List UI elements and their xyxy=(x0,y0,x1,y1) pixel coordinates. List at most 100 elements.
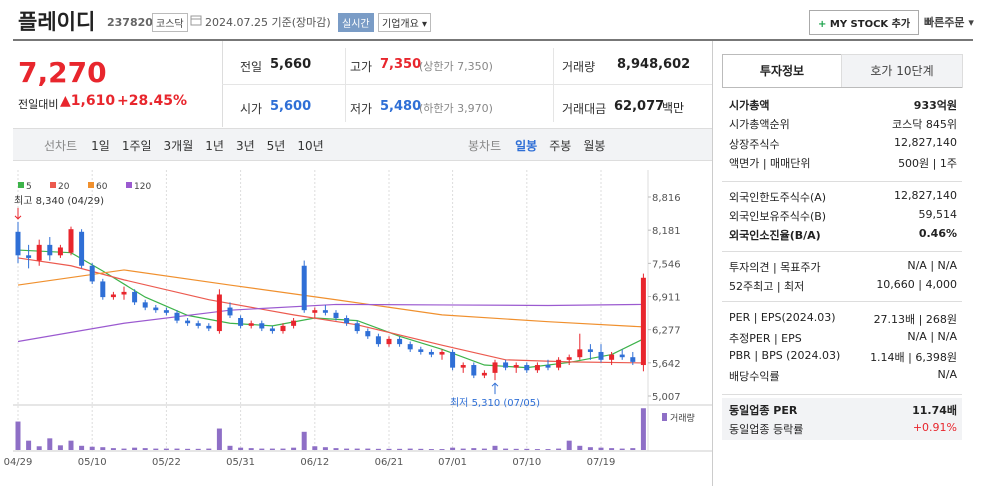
candle-body xyxy=(174,312,180,321)
info-row: 상장주식수 12,827,140 xyxy=(729,136,957,152)
annotation-label: 최고 8,340 (04/29) xyxy=(14,195,104,207)
volume-bar xyxy=(47,438,53,450)
candle-body xyxy=(556,359,562,368)
info-label: 동일업종 등락률 xyxy=(729,423,804,436)
candle-body xyxy=(503,362,509,368)
period-tab[interactable]: 1일 xyxy=(91,139,110,153)
info-value: 11.74배 xyxy=(912,404,957,417)
volume-bar xyxy=(322,447,328,450)
calendar-icon xyxy=(190,15,202,26)
volume-bar xyxy=(407,448,413,450)
realtime-badge[interactable]: 실시간 xyxy=(338,13,374,32)
period-toolbar xyxy=(13,128,712,161)
field-label: 거래량 xyxy=(562,60,596,74)
period-tab[interactable]: 10년 xyxy=(297,139,324,153)
volume-bar xyxy=(344,448,350,450)
quick-order[interactable]: 빠른주문 ▾ xyxy=(924,16,974,29)
field-value: 5,480 xyxy=(380,99,422,114)
volume-bar xyxy=(259,448,265,450)
info-label: 동일업종 PER xyxy=(729,404,798,417)
volume-bar xyxy=(397,448,403,450)
change-rate: +28.45% xyxy=(117,93,188,109)
header-rule xyxy=(13,39,973,41)
info-label: 외국인한도주식수(A) xyxy=(729,191,827,204)
stock-name: 플레이디 xyxy=(18,10,96,34)
volume-swatch xyxy=(662,413,667,421)
info-row: 배당수익률 N/A xyxy=(729,368,957,384)
x-tick-label: 05/31 xyxy=(226,457,255,468)
tab[interactable]: 호가 10단계 xyxy=(841,54,963,88)
change: ▲1,610 xyxy=(60,93,116,109)
x-tick-label: 07/01 xyxy=(438,457,467,468)
period-tab[interactable]: 3년 xyxy=(235,139,255,153)
candle-body xyxy=(79,231,85,266)
candle-tabs: 봉차트 일봉 주봉 월봉 xyxy=(468,137,617,154)
volume-bar xyxy=(57,445,63,450)
y-tick-label: 7,546 xyxy=(652,259,681,270)
quick-order-text: 빠른주문 xyxy=(924,16,965,29)
legend-swatch xyxy=(126,182,132,188)
moving-average xyxy=(17,249,644,369)
volume-bar xyxy=(471,448,477,450)
period-tab[interactable]: 3개월 xyxy=(163,139,194,153)
info-value: N/A | N/A xyxy=(907,330,957,343)
candle-body xyxy=(481,372,487,376)
volume-bar xyxy=(206,448,212,450)
period-tab[interactable]: 주봉 xyxy=(549,139,572,153)
info-label: PBR | BPS (2024.03) xyxy=(729,349,841,362)
volume-bar xyxy=(280,448,286,450)
candle-body xyxy=(121,291,127,295)
volume-bar xyxy=(301,431,307,450)
x-tick-label: 05/10 xyxy=(78,457,107,468)
current-price: 7,270 xyxy=(18,56,107,89)
volume-bar xyxy=(269,448,275,450)
section-rule xyxy=(722,251,962,252)
line-tabs: 선차트 1일 1주일 3개월 1년 3년 5년 10년 xyxy=(44,137,336,154)
info-row: PER | EPS(2024.03) 27.13배 | 268원 xyxy=(729,311,957,326)
info-value: 27.13배 | 268원 xyxy=(873,313,957,326)
company-info-text: 기업개요 xyxy=(382,19,419,30)
info-value: 933억원 xyxy=(913,99,957,112)
y-tick-label: 5,642 xyxy=(652,359,681,370)
period-tab[interactable]: 일봉 xyxy=(515,139,538,153)
candle-body xyxy=(397,338,403,345)
volume-bar xyxy=(630,448,636,450)
info-value: 12,827,140 xyxy=(894,189,957,202)
x-tick-label: 06/21 xyxy=(375,457,404,468)
info-label: 시가총액 xyxy=(729,99,770,112)
candle-body xyxy=(598,351,604,360)
period-tab[interactable]: 5년 xyxy=(266,139,286,153)
field-label: 전일 xyxy=(240,60,263,74)
period-tab[interactable]: 1주일 xyxy=(121,139,152,153)
volume-bar xyxy=(68,440,74,450)
volume-bar xyxy=(185,448,191,450)
annotation-label: 최저 5,310 (07/05) xyxy=(450,397,540,409)
info-row: 동일업종 PER 11.74배 xyxy=(729,402,957,418)
info-row: 시가총액순위 코스닥 845위 xyxy=(729,116,957,132)
annotation-arrow xyxy=(491,382,499,395)
volume-bar xyxy=(428,449,434,450)
candle-body xyxy=(15,231,21,256)
field-value: 62,077 xyxy=(614,99,665,114)
info-value: 59,514 xyxy=(918,208,958,221)
annotation-arrow xyxy=(14,207,22,220)
my-stock-button[interactable]: + MY STOCK 추가 xyxy=(809,10,920,35)
company-info-button[interactable]: 기업개요 ▾ xyxy=(378,13,432,32)
volume-bar xyxy=(227,445,233,450)
volume-bar xyxy=(153,448,159,450)
period-tab[interactable]: 월봉 xyxy=(583,139,606,153)
candle-body xyxy=(609,354,615,360)
candle-body xyxy=(587,349,593,352)
panel-divider xyxy=(712,41,713,486)
legend-swatch xyxy=(50,182,56,188)
info-value: 코스닥 845위 xyxy=(892,118,957,131)
info-value: 12,827,140 xyxy=(894,136,957,149)
volume-bar xyxy=(110,448,116,450)
period-tab[interactable]: 1년 xyxy=(205,139,224,153)
candle-body xyxy=(322,310,328,313)
info-label: 액면가 | 매매단위 xyxy=(729,157,811,170)
legend-swatch xyxy=(18,182,24,188)
tab-active[interactable]: 투자정보 xyxy=(722,54,842,87)
volume-bar xyxy=(216,428,222,450)
candle-body xyxy=(619,354,625,358)
